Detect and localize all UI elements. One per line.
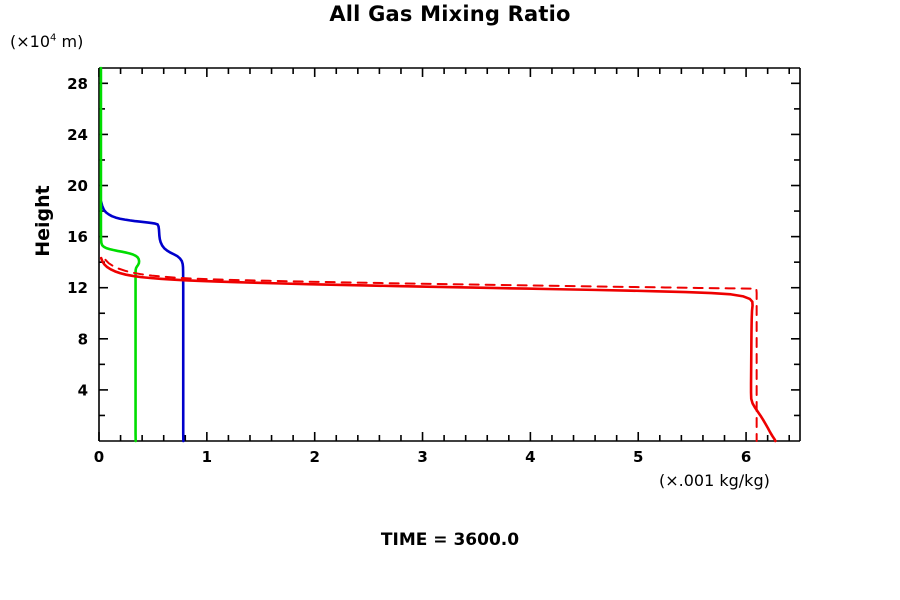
y-tick-label: 8 xyxy=(78,330,88,348)
y-tick-label: 16 xyxy=(67,228,88,246)
x-tick-label: 0 xyxy=(94,448,104,466)
x-axis-tick-labels: 0 1 2 3 4 5 6 xyxy=(94,448,752,466)
x-tick-label: 2 xyxy=(309,448,319,466)
y-tick-label: 24 xyxy=(67,126,88,144)
x-tick-label: 1 xyxy=(202,448,212,466)
x-axis-unit-label: (×.001 kg/kg) xyxy=(659,471,770,490)
y-tick-label: 12 xyxy=(67,279,88,297)
y-tick-label: 4 xyxy=(78,381,88,399)
y-axis-tick-labels: 4 8 12 16 20 24 28 xyxy=(67,75,88,400)
y-axis-unit-suffix: m) xyxy=(56,32,84,51)
page-title: All Gas Mixing Ratio xyxy=(329,2,571,26)
time-annotation: TIME = 3600.0 xyxy=(380,530,520,550)
x-tick-label: 6 xyxy=(741,448,751,466)
red-gas-profile xyxy=(99,256,777,443)
x-axis-ticks xyxy=(98,68,791,441)
x-tick-label: 5 xyxy=(633,448,643,466)
x-tick-label: 4 xyxy=(525,448,535,466)
y-tick-label: 20 xyxy=(67,177,88,195)
y-tick-label: 28 xyxy=(67,75,88,93)
y-axis-unit-exponent: 4 xyxy=(50,32,57,44)
x-tick-label: 3 xyxy=(417,448,427,466)
data-series-layer xyxy=(99,66,777,443)
blue-gas-profile xyxy=(99,200,185,443)
axis-frame xyxy=(98,67,801,442)
y-axis-ticks xyxy=(99,82,800,417)
red-gas-reference-profile xyxy=(104,258,758,442)
y-axis-unit-prefix: (×10 xyxy=(10,32,51,51)
green-gas-profile xyxy=(99,66,141,443)
y-axis-unit-label: (×104 m) xyxy=(10,32,83,51)
